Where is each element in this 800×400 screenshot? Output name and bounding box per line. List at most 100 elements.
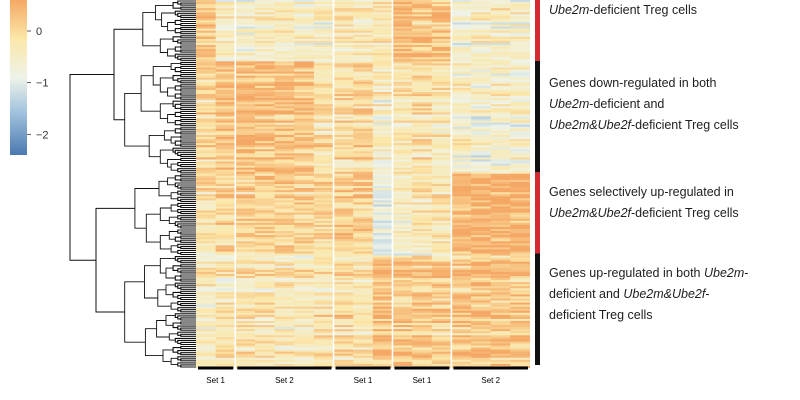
heatmap-cell xyxy=(215,92,236,95)
heatmap-cell xyxy=(274,73,295,77)
heatmap-cell xyxy=(294,206,315,209)
heatmap-cell xyxy=(471,351,492,355)
heatmap-cell xyxy=(490,282,511,285)
heatmap-cell xyxy=(333,53,354,56)
heatmap-cell xyxy=(313,361,334,365)
heatmap-cell xyxy=(235,220,256,224)
heatmap-cell xyxy=(235,263,256,267)
heatmap-cell xyxy=(274,67,295,70)
heatmap-cell xyxy=(215,136,236,140)
heatmap-cell xyxy=(451,265,472,269)
heatmap-cell xyxy=(196,273,217,277)
heatmap-cell xyxy=(274,94,295,97)
heatmap-cell xyxy=(431,12,452,15)
heatmap-cell xyxy=(471,320,492,324)
heatmap-cell xyxy=(490,159,511,162)
heatmap-cell xyxy=(333,200,354,203)
heatmap-cell xyxy=(431,284,452,287)
heatmap-cell xyxy=(235,114,256,117)
dendrogram-branch xyxy=(165,267,176,279)
heatmap-cell xyxy=(490,273,511,277)
heatmap-cell xyxy=(333,73,354,77)
heatmap-cell xyxy=(372,284,393,287)
heatmap-cell xyxy=(451,69,472,72)
heatmap-cell xyxy=(431,355,452,359)
dendrogram-branch xyxy=(180,333,196,337)
heatmap-cell xyxy=(196,337,217,340)
dendrogram-branch xyxy=(180,110,196,115)
heatmap-cell xyxy=(490,296,511,299)
heatmap-cell xyxy=(471,49,492,52)
heatmap-cell xyxy=(235,216,256,220)
heatmap-cell xyxy=(235,184,256,187)
heatmap-cell xyxy=(254,308,275,312)
heatmap-cell xyxy=(215,314,236,318)
heatmap-cell xyxy=(431,73,452,77)
heatmap-cell xyxy=(490,51,511,54)
heatmap-cell xyxy=(412,290,433,293)
heatmap-cell xyxy=(274,122,295,126)
heatmap-cell xyxy=(471,51,492,54)
heatmap-cell xyxy=(313,75,334,79)
heatmap-cell xyxy=(372,22,393,25)
dendrogram-branch xyxy=(140,75,161,112)
heatmap-cell xyxy=(196,145,217,148)
heatmap-cell xyxy=(313,157,334,160)
heatmap-cell xyxy=(471,147,492,150)
heatmap-cell xyxy=(451,14,472,17)
heatmap-cell xyxy=(451,165,472,169)
heatmap-cell xyxy=(313,210,334,214)
heatmap-cell xyxy=(510,200,530,203)
heatmap-cell xyxy=(431,8,452,11)
heatmap-cell xyxy=(333,310,354,314)
heatmap-cell xyxy=(235,241,256,244)
dendrogram-branch xyxy=(180,92,196,96)
heatmap-cell xyxy=(294,208,315,211)
heatmap-cell xyxy=(313,224,334,228)
heatmap-cell xyxy=(215,190,236,193)
heatmap-cell xyxy=(490,106,511,109)
heatmap-cell xyxy=(412,184,433,187)
heatmap-cell xyxy=(392,63,413,66)
heatmap-cell xyxy=(490,71,511,74)
dendrogram-branch xyxy=(180,106,196,110)
heatmap-cell xyxy=(372,42,393,46)
heatmap-cell xyxy=(333,69,354,72)
heatmap-cell xyxy=(254,312,275,316)
heatmap-cell xyxy=(353,49,374,52)
heatmap-cell xyxy=(274,259,295,263)
heatmap-cell xyxy=(333,18,354,21)
heatmap-cell xyxy=(412,65,433,68)
heatmap-cell xyxy=(490,116,511,119)
heatmap-cell xyxy=(274,192,295,195)
heatmap-cell xyxy=(215,53,236,56)
heatmap-cell xyxy=(274,89,295,93)
heatmap-cell xyxy=(510,163,530,166)
heatmap-cell xyxy=(451,30,472,34)
heatmap-cell xyxy=(294,224,315,228)
heatmap-cell xyxy=(510,216,530,220)
heatmap-cell xyxy=(412,253,433,256)
heatmap-cell xyxy=(294,85,315,89)
heatmap-cell xyxy=(451,83,472,87)
heatmap-cell xyxy=(294,120,315,124)
heatmap-cell xyxy=(431,75,452,79)
heatmap-cell xyxy=(451,126,472,130)
heatmap-cell xyxy=(412,216,433,220)
heatmap-cell xyxy=(392,16,413,19)
heatmap-cell xyxy=(471,141,492,144)
heatmap-cell xyxy=(353,4,374,7)
heatmap-cell xyxy=(451,222,472,226)
heatmap-cell xyxy=(392,216,413,220)
heatmap-cell xyxy=(313,73,334,77)
heatmap-cell xyxy=(431,273,452,277)
heatmap-cell xyxy=(471,216,492,220)
heatmap-cell xyxy=(333,10,354,13)
heatmap-cell xyxy=(274,224,295,228)
heatmap-cell xyxy=(451,153,472,156)
heatmap-cell xyxy=(254,218,275,222)
heatmap-cell xyxy=(353,280,374,283)
heatmap-cell xyxy=(392,239,413,242)
heatmap-cell xyxy=(490,363,511,367)
heatmap-cell xyxy=(294,241,315,244)
